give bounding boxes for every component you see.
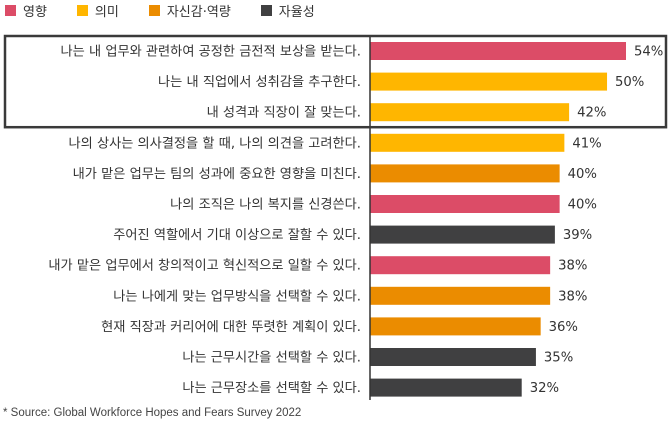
bar — [370, 256, 551, 275]
value-label: 39% — [563, 228, 592, 243]
legend-label: 자신감·역량 — [166, 4, 231, 20]
bar-chart: 나는 내 업무와 관련하여 공정한 금전적 보상을 받는다. 54% 나는 내 직업… — [3, 34, 668, 400]
category-label: 나는 근무시간을 선택할 수 있다. — [182, 350, 361, 366]
bar — [370, 133, 565, 152]
legend-item: 자율성 — [260, 1, 315, 20]
category-label: 나는 내 직업에서 성취감을 추구한다. — [158, 74, 361, 90]
value-label: 40% — [568, 198, 597, 213]
source-note: * Source: Global Workforce Hopes and Fea… — [3, 407, 302, 419]
value-label: 36% — [549, 320, 578, 335]
category-label: 나는 내 업무와 관련하여 공정한 금전적 보상을 받는다. — [61, 44, 361, 60]
legend-swatch — [148, 4, 160, 16]
value-label: 54% — [634, 45, 663, 60]
legend-item: 영향 — [5, 1, 47, 20]
legend-item: 의미 — [76, 1, 119, 20]
legend-swatch — [76, 4, 88, 16]
value-label: 38% — [558, 259, 587, 274]
bar — [370, 317, 541, 336]
value-label: 38% — [558, 289, 587, 304]
legend-swatch — [260, 4, 272, 16]
category-label: 내가 맡은 업무에서 창의적이고 혁신적으로 일할 수 있다. — [48, 258, 361, 274]
legend-swatch — [5, 4, 16, 16]
bar — [370, 42, 626, 60]
category-label: 나의 상사는 의사결정을 할 때, 나의 의견을 고려한다. — [68, 135, 361, 151]
value-label: 35% — [544, 351, 573, 366]
bars-layer: 나는 내 업무와 관련하여 공정한 금전적 보상을 받는다. 54% 나는 내 직업… — [48, 42, 663, 397]
bar — [370, 195, 560, 213]
value-label: 40% — [568, 167, 597, 182]
category-label: 내 성격과 직장이 잘 맞는다. — [207, 105, 361, 121]
legend: 영향 의미 자신감·역량 자율성 — [5, 0, 345, 20]
value-label: 41% — [572, 136, 601, 151]
value-label: 50% — [615, 75, 644, 90]
bar — [370, 286, 551, 305]
bar — [370, 103, 570, 122]
highlight-box — [3, 34, 668, 129]
legend-label: 자율성 — [278, 4, 315, 20]
category-label: 나의 조직은 나의 복지를 신경쓴다. — [170, 197, 361, 213]
legend-item: 자신감·역량 — [148, 1, 231, 20]
category-label: 주어진 역할에서 기대 이상으로 잘할 수 있다. — [113, 227, 361, 243]
legend-label: 영향 — [23, 4, 47, 20]
category-label: 나는 근무장소를 선택할 수 있다. — [182, 380, 361, 396]
value-label: 32% — [530, 381, 559, 396]
bar — [370, 164, 560, 183]
category-label: 나는 나에게 맞는 업무방식을 선택할 수 있다. — [113, 288, 361, 304]
legend-label: 의미 — [94, 4, 119, 20]
bar — [370, 72, 608, 91]
bar — [370, 225, 555, 244]
category-label: 현재 직장과 커리어에 대한 뚜렷한 계획이 있다. — [101, 319, 361, 335]
bar — [370, 348, 536, 366]
category-label: 내가 맡은 업무는 팀의 성과에 중요한 영향을 미친다. — [73, 166, 361, 182]
bar — [370, 378, 522, 397]
value-label: 42% — [577, 106, 606, 121]
